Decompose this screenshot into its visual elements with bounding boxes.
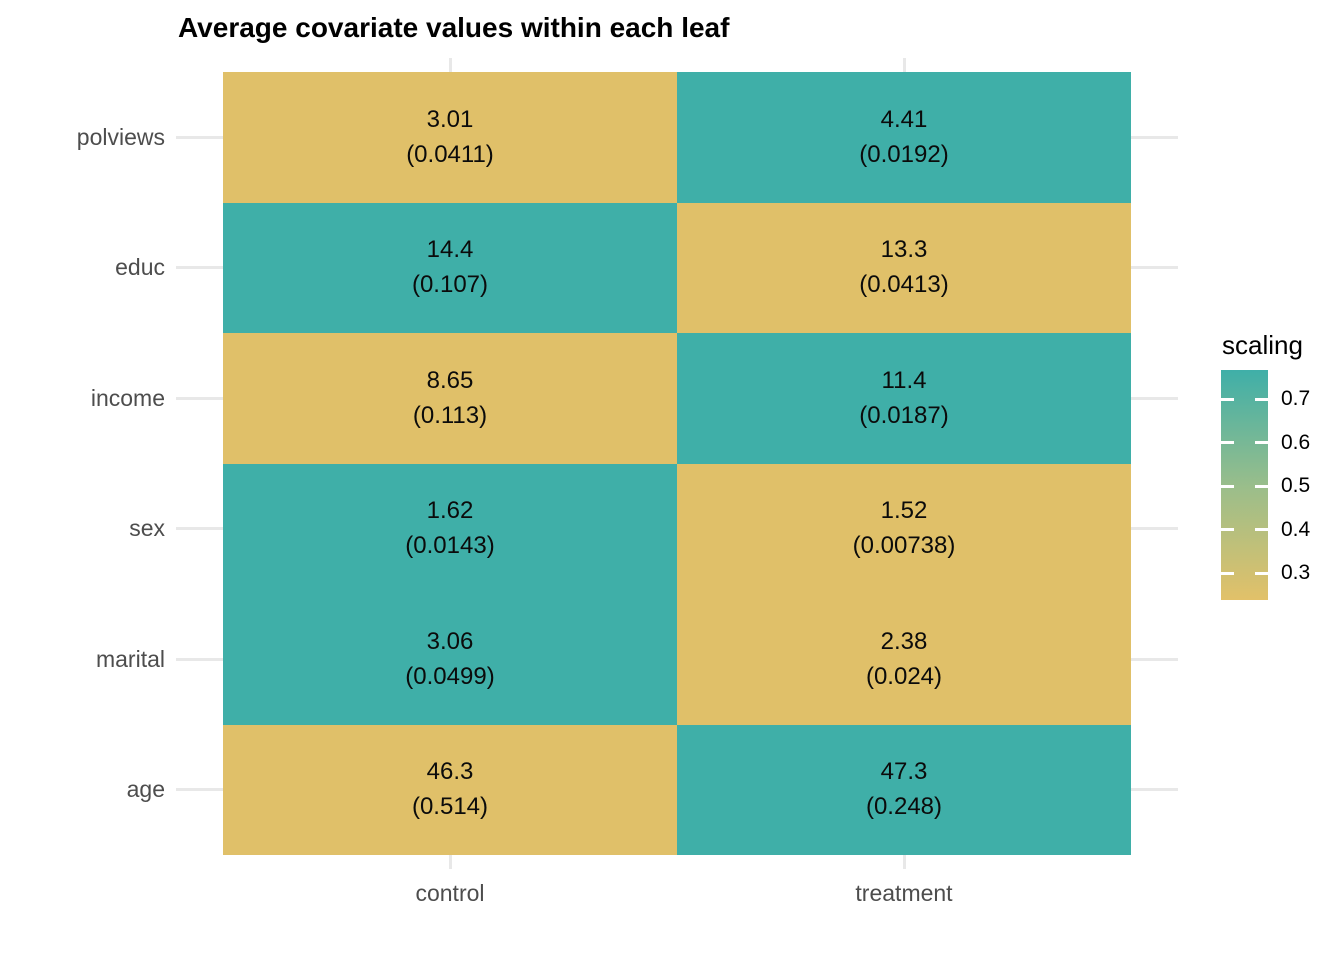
gridline-major-horizontal <box>176 135 223 139</box>
gridline-major-horizontal <box>176 788 223 792</box>
legend-tick-mark <box>1255 397 1268 401</box>
gridline-major-horizontal <box>1131 788 1178 792</box>
gridline-major-horizontal <box>1131 657 1178 661</box>
heatmap-cell: 8.65 (0.113) <box>223 333 677 464</box>
heatmap-cell: 1.52 (0.00738) <box>677 463 1131 594</box>
y-axis-label: educ <box>115 254 165 281</box>
cell-value: 3.01 <box>426 105 474 133</box>
heatmap-cell: 2.38 (0.024) <box>677 594 1131 725</box>
cell-value: 13.3 <box>880 236 928 264</box>
cell-se: (0.0192) <box>859 140 949 168</box>
cell-se: (0.113) <box>412 401 488 429</box>
legend-tick-label: 0.3 <box>1281 561 1311 584</box>
cell-se: (0.248) <box>865 793 943 821</box>
cell-se: (0.0413) <box>859 271 949 299</box>
heatmap-cell: 4.41 (0.0192) <box>677 72 1131 203</box>
heatmap-cell: 47.3 (0.248) <box>677 724 1131 855</box>
x-axis-label: treatment <box>855 880 953 906</box>
gridline-major-vertical <box>902 855 906 869</box>
cell-value: 11.4 <box>881 366 927 394</box>
cell-value: 3.06 <box>426 627 474 655</box>
legend-tick-label: 0.4 <box>1281 517 1311 541</box>
heatmap-cell: 11.4 (0.0187) <box>677 333 1131 464</box>
y-axis-label: income <box>90 384 165 411</box>
heatmap-cell: 46.3 (0.514) <box>223 724 677 855</box>
cell-value: 4.41 <box>880 105 928 133</box>
legend-tick-mark <box>1255 528 1268 531</box>
cell-se: (0.0499) <box>405 662 495 690</box>
legend-tick-mark <box>1221 441 1234 444</box>
page-title: Average covariate values within each lea… <box>178 12 730 43</box>
legend-tick-mark <box>1221 528 1234 531</box>
legend-tick-mark <box>1255 571 1268 575</box>
gridline-major-horizontal <box>1131 266 1178 270</box>
cell-se: (0.0143) <box>405 532 495 560</box>
gridline-major-horizontal <box>1131 135 1178 139</box>
legend-tick-label: 0.6 <box>1281 430 1311 454</box>
cell-value: 2.38 <box>880 627 928 655</box>
gridline-major-vertical <box>448 58 452 72</box>
gridline-major-horizontal <box>1131 527 1178 531</box>
legend-tick-label: 0.5 <box>1281 474 1311 497</box>
legend-tick-mark <box>1255 484 1268 488</box>
heatmap-cell: 1.62 (0.0143) <box>223 463 677 594</box>
gridline-major-vertical <box>902 58 906 72</box>
cell-se: (0.107) <box>411 271 489 299</box>
legend-tick-label: 0.7 <box>1281 387 1311 410</box>
y-axis-label: polviews <box>76 123 165 150</box>
cell-se: (0.0411) <box>406 140 494 168</box>
gridline-major-horizontal <box>176 266 223 270</box>
legend-tick-mark <box>1255 441 1268 444</box>
gridline-major-horizontal <box>176 657 223 661</box>
cell-value: 47.3 <box>880 758 928 786</box>
gridline-major-horizontal <box>176 396 223 400</box>
legend-tick-mark <box>1221 484 1234 488</box>
gridline-major-vertical <box>448 855 452 869</box>
heatmap-cell: 14.4 (0.107) <box>223 202 677 333</box>
cell-value: 14.4 <box>426 236 474 264</box>
cell-value: 8.65 <box>426 366 474 394</box>
legend-title: scaling <box>1222 330 1303 360</box>
gridline-major-horizontal <box>176 527 223 531</box>
y-axis-label: age <box>126 776 165 803</box>
cell-value: 1.52 <box>880 497 928 525</box>
x-axis-label: control <box>415 880 485 906</box>
cell-se: (0.024) <box>865 662 943 690</box>
y-axis-label: marital <box>95 645 165 672</box>
heatmap-grid: 3.01 (0.0411) 4.41 (0.0192) 14.4 (0.107) 13.3 (… <box>223 72 1131 855</box>
heatmap-cell: 3.06 (0.0499) <box>223 594 677 725</box>
y-axis-label: sex <box>129 515 165 542</box>
cell-se: (0.514) <box>411 793 489 821</box>
cell-se: (0.0187) <box>859 401 949 429</box>
legend-tick-mark <box>1221 571 1234 575</box>
heatmap-cell: 3.01 (0.0411) <box>223 72 677 203</box>
cell-se: (0.00738) <box>852 532 956 560</box>
cell-value: 1.62 <box>426 497 474 525</box>
gridline-major-horizontal <box>1131 396 1178 400</box>
legend-tick-mark <box>1221 397 1234 401</box>
heatmap-cell: 13.3 (0.0413) <box>677 202 1131 333</box>
cell-value: 46.3 <box>426 758 474 786</box>
